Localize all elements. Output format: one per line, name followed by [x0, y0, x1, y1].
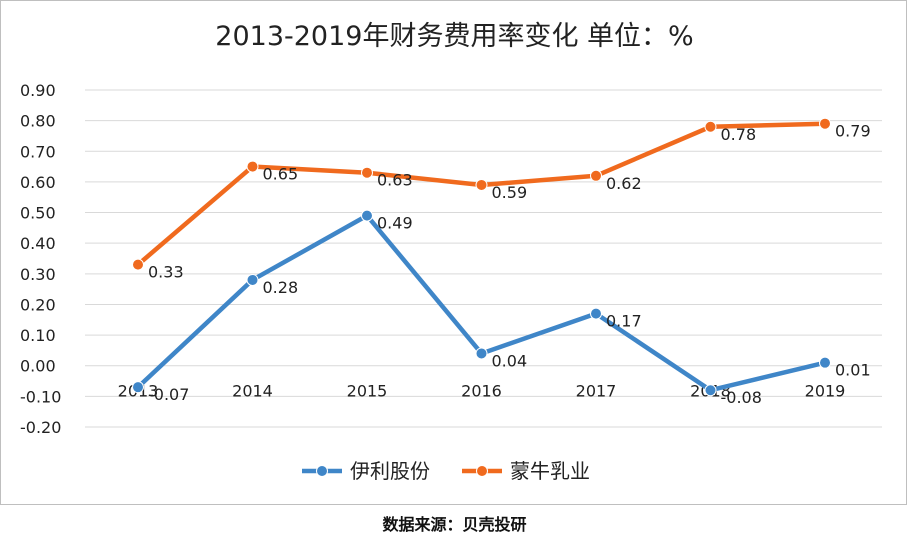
data-label: -0.07: [148, 385, 189, 404]
legend-label: 伊利股份: [350, 459, 430, 483]
x-tick-label: 2014: [232, 382, 273, 401]
data-label: 0.65: [263, 165, 299, 184]
data-point: [132, 381, 144, 394]
series-layer: [132, 117, 831, 397]
data-label: 0.59: [492, 183, 528, 202]
legend-swatch-marker: [316, 465, 328, 477]
x-tick-label: 2015: [347, 382, 388, 401]
x-tick-label: 2019: [805, 382, 846, 401]
data-point: [246, 273, 259, 286]
y-tick-label: 0.70: [20, 142, 56, 161]
data-label: 0.17: [606, 312, 642, 331]
line-chart: 0.90 0.80 0.70 0.60 0.50 0.40 0.30 0.20 0.10 0.00…: [20, 81, 882, 483]
data-point: [819, 356, 831, 369]
legend-item: 蒙牛乳业: [462, 459, 590, 483]
y-axis-ticks: 0.90 0.80 0.70 0.60 0.50 0.40 0.30 0.20 0.10 0.00…: [20, 81, 61, 437]
data-label: 0.62: [606, 174, 642, 193]
x-tick-label: 2016: [461, 382, 502, 401]
x-axis-ticks: 2013201420152016201720182019: [118, 382, 846, 401]
y-tick-label: 0.80: [20, 112, 56, 131]
y-tick-label: 0.30: [20, 265, 56, 284]
y-tick-label: 0.60: [20, 173, 56, 192]
y-tick-label: 0.50: [20, 204, 56, 223]
data-point: [132, 258, 144, 271]
x-tick-label: 2017: [576, 382, 617, 401]
data-labels: -0.07 0.28 0.49 0.04 0.17 -0.08 0.01 0.33 0.65 0.…: [148, 122, 871, 408]
data-label: -0.08: [721, 388, 762, 407]
data-point: [590, 169, 602, 182]
data-point: [475, 178, 488, 191]
data-point: [590, 307, 602, 320]
legend: 伊利股份 蒙牛乳业: [302, 459, 590, 483]
data-label: 0.04: [492, 351, 528, 370]
y-tick-label: 0.40: [20, 234, 56, 253]
data-point: [361, 166, 373, 179]
data-label: 0.28: [263, 278, 299, 297]
data-label: 0.63: [377, 171, 413, 190]
data-label: 0.79: [835, 122, 871, 141]
data-point: [704, 120, 717, 133]
legend-item: 伊利股份: [302, 459, 430, 483]
legend-swatch-marker: [476, 465, 488, 477]
data-point: [704, 384, 717, 397]
data-point: [246, 160, 259, 173]
data-label: 0.78: [721, 125, 757, 144]
data-label: 0.33: [148, 263, 184, 282]
data-point: [361, 209, 373, 222]
series-line: [135, 213, 828, 393]
y-tick-label: 0.00: [20, 357, 56, 376]
y-tick-label: 0.10: [20, 326, 56, 345]
data-label: 0.49: [377, 214, 413, 233]
chart-title: 2013-2019年财务费用率变化 单位：%: [215, 21, 694, 52]
data-label: 0.01: [835, 361, 871, 380]
data-point: [819, 117, 831, 130]
data-point: [475, 347, 488, 360]
source-note: 数据来源：贝壳投研: [382, 515, 527, 534]
y-tick-label: 0.20: [20, 295, 56, 314]
y-tick-label: 0.90: [20, 81, 56, 100]
legend-label: 蒙牛乳业: [510, 459, 590, 483]
y-tick-label: -0.10: [20, 387, 61, 406]
y-tick-label: -0.20: [20, 418, 61, 437]
grid-layer: [85, 89, 882, 428]
